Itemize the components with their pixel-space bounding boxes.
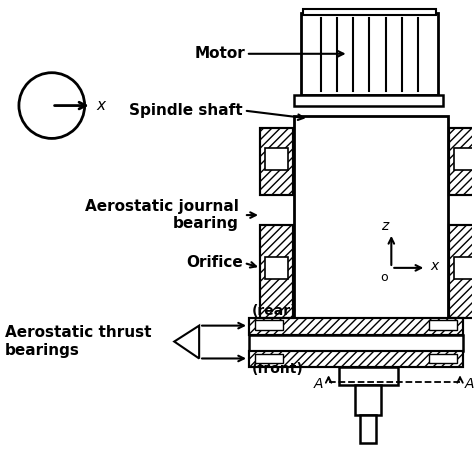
Bar xyxy=(249,335,463,350)
Bar xyxy=(449,225,474,318)
Text: (front): (front) xyxy=(252,363,304,376)
Text: A: A xyxy=(314,377,323,392)
Bar xyxy=(303,9,436,15)
Bar xyxy=(249,318,463,335)
Bar xyxy=(260,128,293,195)
Bar xyxy=(255,354,283,364)
Bar xyxy=(260,128,293,195)
Bar xyxy=(454,148,474,170)
Bar xyxy=(260,225,293,318)
Text: (rear): (rear) xyxy=(252,304,297,318)
Bar xyxy=(429,354,457,364)
Bar xyxy=(356,385,382,415)
Bar xyxy=(449,128,474,195)
Bar xyxy=(449,225,474,318)
Bar xyxy=(249,318,463,335)
Bar xyxy=(260,225,293,318)
Bar xyxy=(249,350,463,367)
Bar xyxy=(449,128,474,195)
Bar xyxy=(265,257,288,279)
Bar xyxy=(265,148,288,170)
Bar xyxy=(338,367,398,385)
Text: Orifice: Orifice xyxy=(186,255,243,270)
Text: Aerostatic journal
bearing: Aerostatic journal bearing xyxy=(85,199,239,231)
Text: Aerostatic thrust
bearings: Aerostatic thrust bearings xyxy=(5,325,152,358)
Bar xyxy=(294,95,443,106)
Text: Motor: Motor xyxy=(194,46,245,61)
Text: x: x xyxy=(430,259,438,273)
Text: A: A xyxy=(465,377,474,392)
Text: z: z xyxy=(381,219,388,233)
Text: x: x xyxy=(97,98,106,113)
Bar xyxy=(255,319,283,329)
Text: o: o xyxy=(381,271,388,284)
Bar xyxy=(301,13,438,95)
Bar xyxy=(429,319,457,329)
Bar xyxy=(294,116,448,319)
Bar xyxy=(454,257,474,279)
Bar xyxy=(360,415,376,443)
Text: Spindle shaft: Spindle shaft xyxy=(129,103,243,118)
Bar xyxy=(249,350,463,367)
